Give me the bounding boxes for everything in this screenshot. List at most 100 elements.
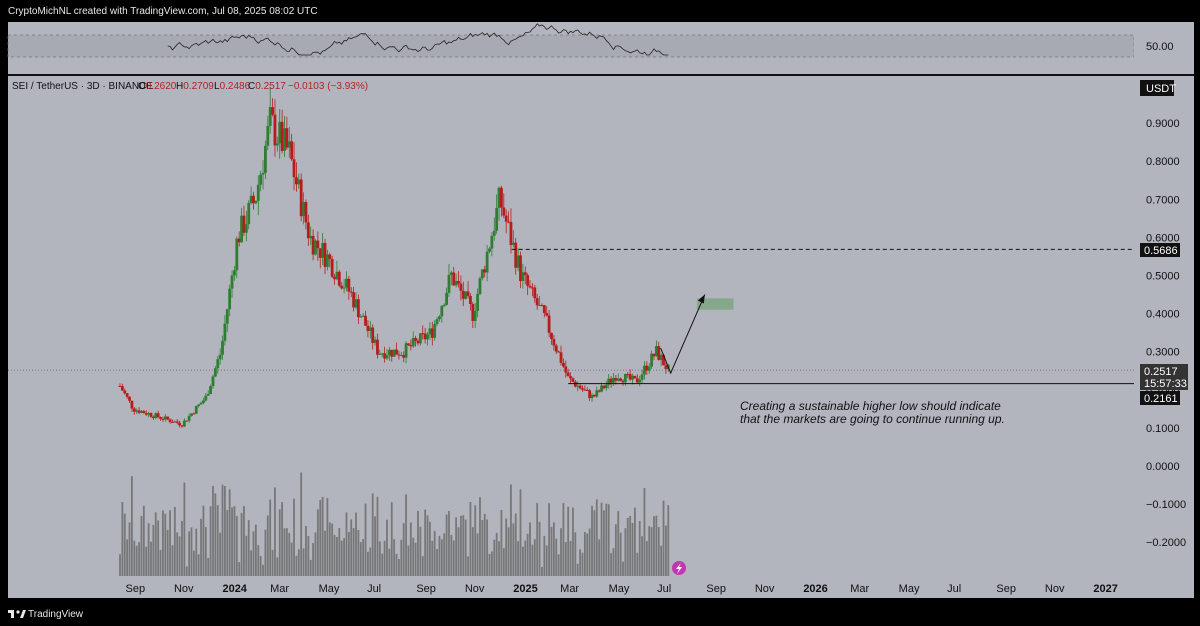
- candle-body: [407, 343, 410, 346]
- volume-bar: [631, 523, 634, 576]
- lightning-icon[interactable]: [672, 561, 686, 575]
- rsi-line: [167, 23, 669, 56]
- candle-body: [333, 276, 336, 280]
- volume-bar: [350, 519, 353, 576]
- candle-body: [538, 305, 541, 307]
- volume-bar: [650, 527, 653, 576]
- candle-body: [173, 421, 177, 423]
- volume-bar: [557, 554, 560, 576]
- time-axis-bg: [8, 576, 1194, 598]
- volume-bar: [498, 541, 500, 576]
- price-tick-label: 0.8000: [1146, 156, 1180, 168]
- low-label: L: [214, 81, 220, 92]
- candle-body: [202, 400, 205, 403]
- volume-bar: [150, 541, 152, 576]
- volume-bar: [510, 484, 512, 576]
- volume-bar: [223, 486, 226, 576]
- time-tick-label: Nov: [1045, 583, 1065, 595]
- volume-bar: [414, 542, 417, 576]
- candle-body: [664, 365, 668, 370]
- volume-bar: [638, 521, 641, 576]
- volume-bar: [445, 514, 448, 576]
- candle-body: [166, 416, 170, 420]
- candle-body: [211, 376, 215, 387]
- currency-badge[interactable]: [1140, 80, 1174, 96]
- volume-bar: [471, 527, 474, 576]
- volume-bar: [288, 532, 291, 576]
- volume-bar: [352, 528, 355, 576]
- volume-bar: [131, 476, 133, 576]
- volume-bar: [264, 529, 267, 576]
- time-tick-label: 2027: [1093, 583, 1117, 595]
- volume-bar: [395, 553, 398, 576]
- volume-bar: [321, 496, 324, 576]
- candle-body: [562, 362, 565, 367]
- candle-body: [252, 195, 255, 204]
- volume-bar: [145, 546, 148, 576]
- volume-bar: [247, 520, 250, 576]
- candle-body: [509, 221, 513, 245]
- time-tick-label: Mar: [270, 583, 289, 595]
- candle-body: [640, 374, 644, 380]
- candle-body: [469, 295, 472, 304]
- volume-bar: [309, 559, 312, 576]
- candle-body: [604, 384, 608, 389]
- price-tick-label: 0.5000: [1146, 271, 1180, 283]
- target-zone[interactable]: [696, 298, 734, 310]
- projection-arrow[interactable]: [660, 294, 706, 375]
- candle-body: [264, 145, 267, 173]
- credit-text: CryptoMichNL created with TradingView.co…: [8, 6, 318, 17]
- volume-bar: [519, 489, 522, 576]
- candle-body: [626, 373, 630, 375]
- annotation-line-1: Creating a sustainable higher low should…: [740, 399, 1001, 413]
- volume-bar: [185, 566, 188, 576]
- volume-bar: [326, 497, 329, 576]
- candle-body: [566, 372, 570, 377]
- candle-body: [404, 343, 408, 358]
- volume-bar: [357, 529, 360, 576]
- volume-bar: [502, 548, 505, 576]
- volume-bar: [367, 551, 369, 576]
- candle-body: [242, 215, 246, 233]
- volume-bar: [190, 527, 193, 576]
- candle-body: [454, 280, 458, 286]
- time-tick-label: Nov: [755, 583, 775, 595]
- candle-body: [359, 316, 363, 318]
- candle-body: [480, 269, 484, 279]
- volume-bar: [512, 523, 515, 576]
- open-label: O: [138, 81, 146, 92]
- volume-bar: [617, 511, 620, 576]
- candle-body: [519, 255, 522, 282]
- candle-body: [392, 349, 396, 357]
- volume-bar: [407, 545, 410, 576]
- volume-bar: [336, 537, 338, 576]
- candle-body: [295, 177, 298, 185]
- rsi-band: [7, 34, 1135, 58]
- brand-label: TradingView: [28, 609, 84, 620]
- candle-body: [378, 353, 382, 355]
- candle-body: [368, 327, 372, 332]
- candle-body: [187, 415, 191, 421]
- high-label: H: [176, 81, 183, 92]
- candle-body: [249, 195, 253, 204]
- candle-body: [564, 366, 568, 373]
- volume-bar: [307, 535, 310, 576]
- volume-bar: [514, 513, 517, 576]
- volume-bar: [319, 499, 322, 576]
- candle-body: [528, 285, 532, 288]
- volume-bar: [283, 528, 286, 576]
- candle-body: [356, 299, 360, 318]
- candle-body: [335, 271, 339, 280]
- time-tick-label: May: [319, 583, 340, 595]
- volume-bar: [419, 526, 422, 576]
- volume-bar: [378, 541, 381, 576]
- volume-bar: [171, 545, 174, 576]
- candle-body: [383, 353, 387, 359]
- candle-body: [140, 411, 143, 413]
- volume-bar: [374, 516, 376, 576]
- volume-bar: [154, 512, 157, 576]
- volume-bar: [457, 527, 460, 576]
- volume-bar: [316, 509, 319, 576]
- volume-bar: [564, 542, 567, 576]
